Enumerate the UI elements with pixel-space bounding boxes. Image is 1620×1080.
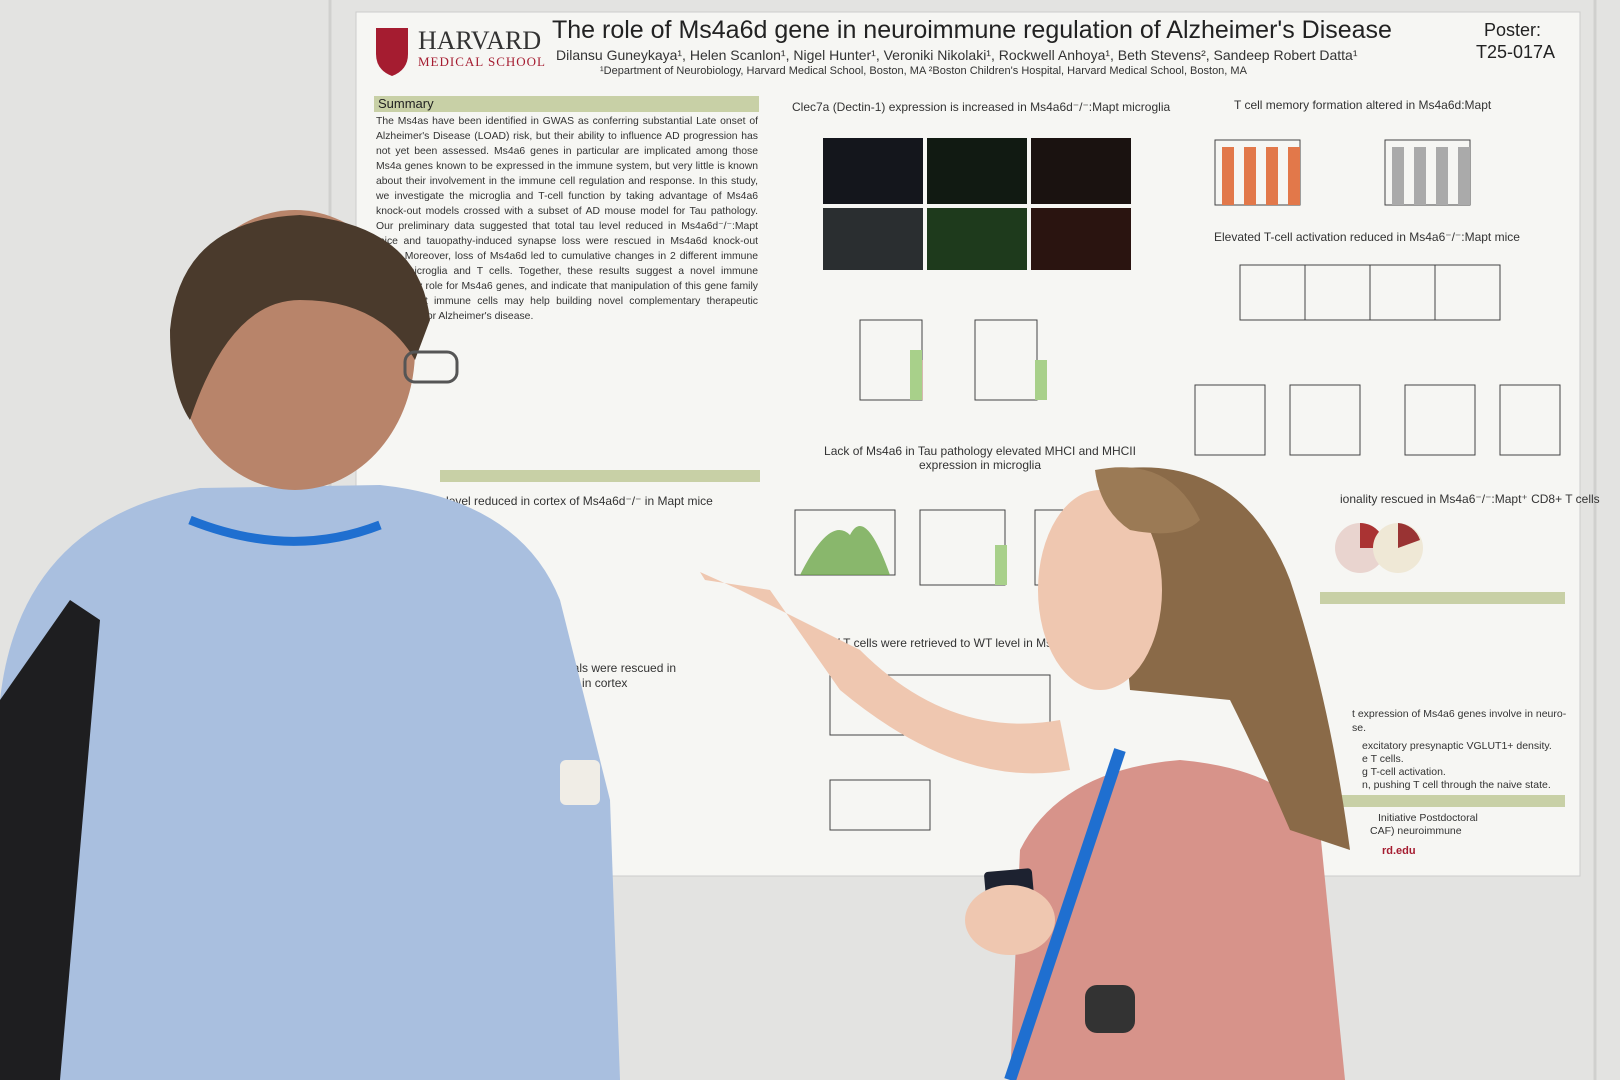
email: rd.edu bbox=[1382, 845, 1416, 857]
bars bbox=[800, 147, 1470, 585]
section-heading: Lack of Ms4a6 in Tau pathology elevated … bbox=[824, 444, 1136, 472]
conclusion: se. bbox=[1352, 722, 1367, 734]
funding: CAF) neuroimmune bbox=[1370, 825, 1462, 837]
section-heading: Elevated T-cell activation reduced in Ms… bbox=[1214, 230, 1520, 244]
microscopy-images bbox=[823, 138, 1131, 270]
section-band bbox=[440, 470, 760, 482]
conclusion: n, pushing T cell through the naive stat… bbox=[1362, 779, 1551, 791]
affiliations: ¹Department of Neurobiology, Harvard Med… bbox=[600, 65, 1247, 77]
conclusion: e T cells. bbox=[1362, 753, 1404, 765]
man bbox=[0, 210, 620, 1080]
section-heading: ionality rescued in Ms4a6⁻/⁻:Mapt⁺ CD8+ … bbox=[1340, 492, 1600, 506]
poster-label: Poster: bbox=[1484, 20, 1542, 40]
section-heading: of T cells were retrieved to WT level in… bbox=[830, 636, 1053, 650]
conclusion: t expression of Ms4a6 genes involve in n… bbox=[1352, 708, 1567, 720]
poster-id: T25-017A bbox=[1476, 42, 1556, 62]
school: MEDICAL SCHOOL bbox=[418, 54, 546, 69]
summary-text: The Ms4as have been identified in GWAS a… bbox=[376, 116, 758, 322]
conclusion: excitatory presynaptic VGLUT1+ density. bbox=[1362, 740, 1552, 752]
funding: Initiative Postdoctoral bbox=[1378, 812, 1478, 824]
section-heading: u level reduced in cortex of Ms4a6d⁻/⁻ i… bbox=[436, 494, 713, 508]
summary-band bbox=[374, 96, 759, 112]
pie-charts bbox=[1335, 523, 1423, 573]
conclusion: g T-cell activation. bbox=[1362, 766, 1446, 778]
institution: HARVARD bbox=[418, 26, 542, 55]
authors: Dilansu Guneykaya¹, Helen Scanlon¹, Nige… bbox=[556, 47, 1358, 63]
poster-title: The role of Ms4a6d gene in neuroimmune r… bbox=[552, 16, 1392, 44]
summary-heading: Summary bbox=[378, 96, 434, 111]
harvard-shield bbox=[376, 28, 408, 76]
section-band bbox=[1330, 795, 1565, 807]
section-heading: T cell memory formation altered in Ms4a6… bbox=[1234, 98, 1492, 112]
section-heading: Clec7a (Dectin-1) expression is increase… bbox=[792, 100, 1171, 114]
section-band bbox=[1320, 592, 1565, 604]
woman bbox=[700, 467, 1350, 1080]
